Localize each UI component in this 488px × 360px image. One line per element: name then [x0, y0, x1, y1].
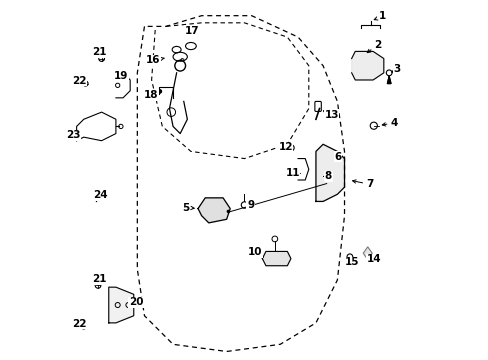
Text: 4: 4 [382, 118, 397, 128]
Text: 7: 7 [352, 179, 372, 189]
Polygon shape [315, 144, 344, 202]
Text: 13: 13 [323, 110, 338, 120]
Circle shape [226, 210, 230, 213]
Text: 23: 23 [66, 130, 80, 140]
Circle shape [158, 90, 162, 93]
Polygon shape [262, 251, 290, 266]
Text: 24: 24 [93, 190, 108, 200]
Polygon shape [363, 247, 371, 260]
Text: 20: 20 [129, 297, 143, 307]
Polygon shape [198, 198, 230, 223]
Text: 21: 21 [92, 274, 107, 284]
Text: 16: 16 [146, 55, 164, 65]
Text: 9: 9 [246, 200, 254, 210]
Text: 22: 22 [72, 319, 86, 329]
Polygon shape [108, 287, 134, 323]
Text: 6: 6 [334, 152, 341, 162]
Text: 18: 18 [143, 90, 158, 100]
Text: 1: 1 [373, 12, 386, 21]
Text: 22: 22 [72, 76, 86, 86]
Text: 2: 2 [366, 40, 380, 53]
Text: 21: 21 [92, 47, 107, 57]
Text: 17: 17 [184, 26, 199, 36]
Text: 5: 5 [182, 203, 194, 212]
Text: 15: 15 [344, 257, 358, 267]
Polygon shape [351, 51, 383, 80]
Text: 12: 12 [278, 142, 292, 152]
Text: 8: 8 [324, 171, 331, 181]
Text: 19: 19 [114, 71, 128, 81]
Polygon shape [386, 76, 390, 84]
Text: 11: 11 [285, 168, 300, 178]
Text: 3: 3 [391, 64, 400, 74]
Text: 14: 14 [366, 254, 380, 264]
Text: 10: 10 [247, 247, 263, 257]
